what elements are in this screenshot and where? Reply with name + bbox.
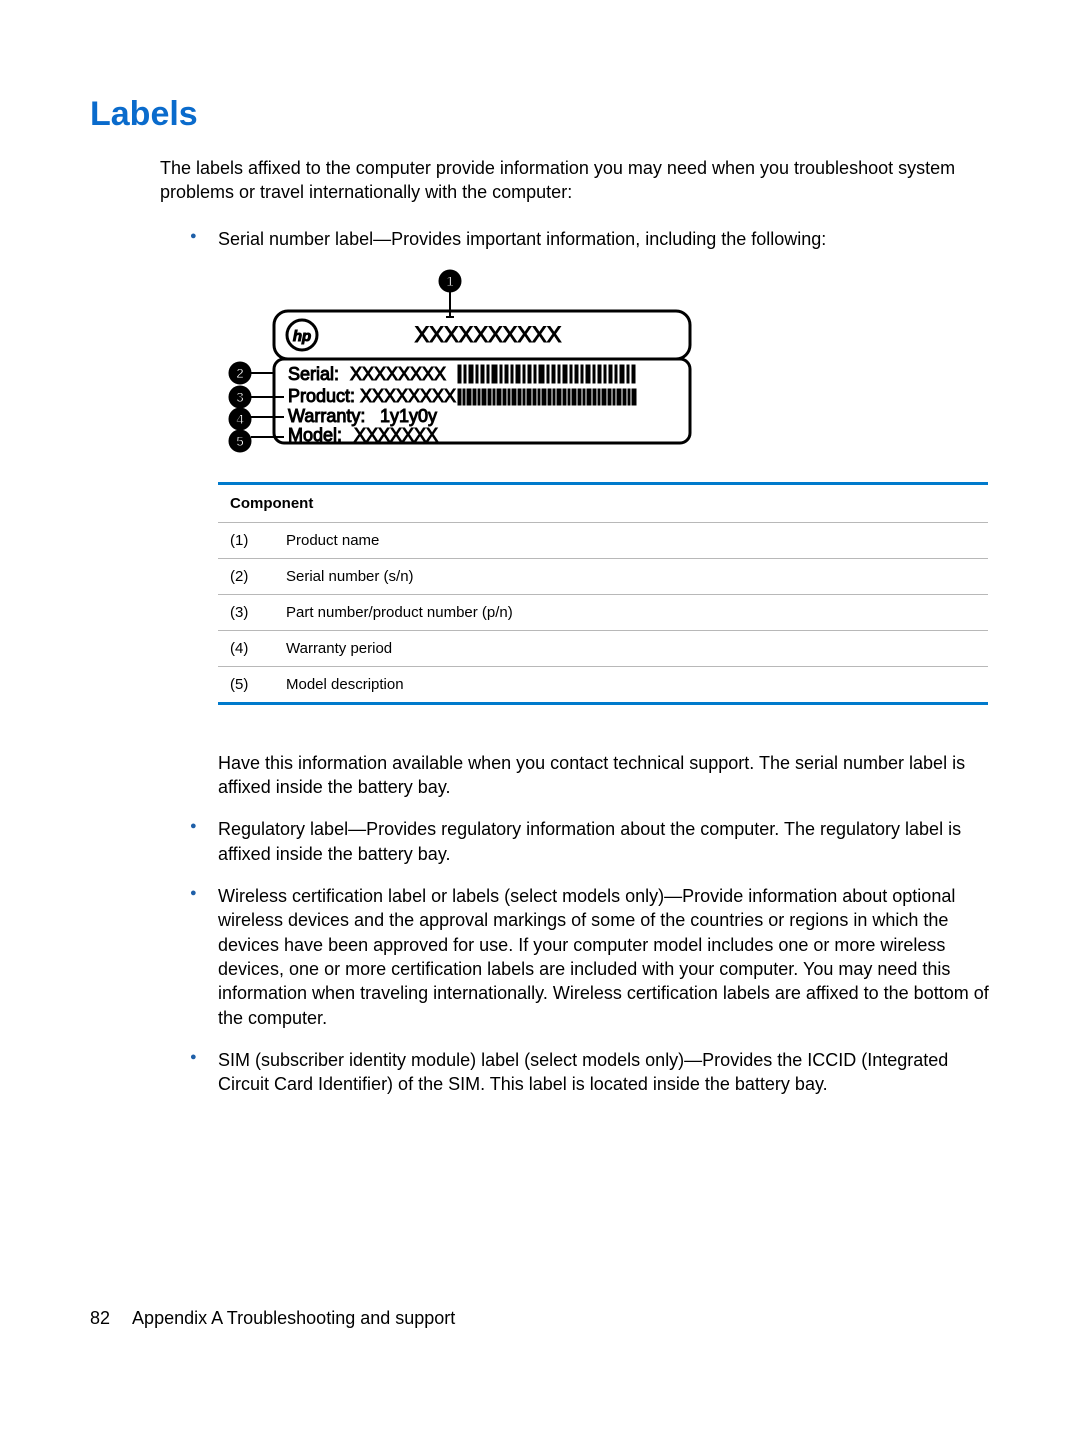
table-header: Component <box>218 485 988 523</box>
page-number: 82 <box>90 1308 110 1328</box>
diagram-warranty-value: 1y1y0y <box>380 406 437 426</box>
callout-2: 2 <box>236 365 244 381</box>
callout-4: 4 <box>236 411 244 427</box>
diagram-model-label: Model: <box>288 425 342 445</box>
bullet-list-rest: Regulatory label—Provides regulatory inf… <box>190 817 990 1096</box>
diagram-model-value: XXXXXXX <box>354 425 438 445</box>
table-row: (5)Model description <box>218 666 988 702</box>
component-table: Component (1)Product name (2)Serial numb… <box>218 482 988 705</box>
diagram-warranty-label: Warranty: <box>288 406 365 426</box>
footer-section: Appendix A Troubleshooting and support <box>132 1308 455 1328</box>
bullet-serial: Serial number label—Provides important i… <box>190 227 990 251</box>
bullet-list-top: Serial number label—Provides important i… <box>190 227 990 251</box>
bullet-regulatory: Regulatory label—Provides regulatory inf… <box>190 817 990 866</box>
diagram-serial-value: XXXXXXXX <box>350 364 446 384</box>
table-row: (3)Part number/product number (p/n) <box>218 594 988 630</box>
diagram-product-value: XXXXXXXX <box>360 386 456 406</box>
callout-5: 5 <box>236 433 244 449</box>
table-bottom-bar <box>218 702 988 705</box>
serial-label-diagram: 1 hp XXXXXXXXXX Serial: XXXXXXXX Product… <box>228 269 990 464</box>
table-row: (1)Product name <box>218 522 988 558</box>
table-row: (4)Warranty period <box>218 630 988 666</box>
table-row: (2)Serial number (s/n) <box>218 558 988 594</box>
barcode-serial <box>458 365 635 383</box>
callout-1: 1 <box>446 273 454 289</box>
intro-paragraph: The labels affixed to the computer provi… <box>160 156 990 205</box>
diagram-product-label: Product: <box>288 386 355 406</box>
page-heading: Labels <box>90 95 990 134</box>
callout-3: 3 <box>236 389 244 405</box>
page-footer: 82 Appendix A Troubleshooting and suppor… <box>90 1308 455 1329</box>
post-table-note: Have this information available when you… <box>218 751 990 800</box>
diagram-header-text: XXXXXXXXXX <box>415 322 562 347</box>
svg-text:hp: hp <box>293 328 311 345</box>
bullet-wireless: Wireless certification label or labels (… <box>190 884 990 1030</box>
diagram-serial-label: Serial: <box>288 364 339 384</box>
barcode-product <box>458 389 636 405</box>
bullet-sim: SIM (subscriber identity module) label (… <box>190 1048 990 1097</box>
